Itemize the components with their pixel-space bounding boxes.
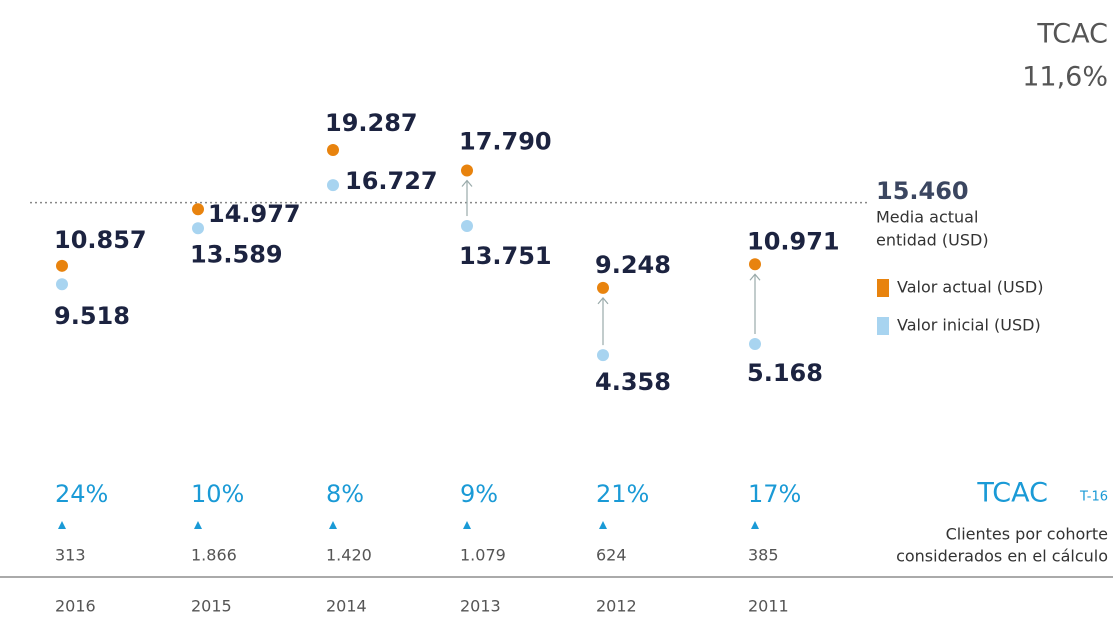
growth-label: 8% — [326, 480, 364, 508]
dot — [461, 220, 473, 233]
clients-label: 385 — [748, 546, 779, 565]
dot — [327, 143, 339, 156]
legend-swatch — [877, 317, 889, 335]
growth-label: 24% — [55, 480, 108, 508]
growth-subtitle: T-16 — [1079, 490, 1108, 505]
dot — [192, 222, 204, 235]
arrow-head — [597, 296, 609, 305]
cagr-value: 11,6% — [1022, 62, 1108, 93]
dot — [56, 278, 68, 291]
legend-label: Valor actual (USD) — [897, 278, 1043, 297]
growth-marker — [58, 521, 66, 529]
value-label: 5.168 — [747, 359, 823, 387]
dot — [749, 258, 761, 271]
dot — [597, 349, 609, 362]
dot — [749, 337, 761, 350]
legend-label: Valor inicial (USD) — [897, 316, 1041, 335]
x-tick-label: 2014 — [326, 597, 367, 616]
growth-marker — [599, 521, 607, 529]
clients-label: 1.420 — [326, 546, 372, 565]
value-label: 10.857 — [54, 226, 147, 254]
value-label: 17.790 — [459, 128, 552, 156]
x-tick-label: 2015 — [191, 597, 232, 616]
arrow-head — [749, 273, 761, 281]
x-tick-label: 2016 — [55, 597, 96, 616]
growth-marker — [463, 521, 471, 529]
x-tick-label: 2012 — [596, 597, 637, 616]
value-label: 9.248 — [595, 251, 671, 279]
dot — [461, 164, 473, 177]
growth-label: 21% — [596, 480, 649, 508]
growth-marker — [751, 521, 759, 529]
cagr-title: TCAC — [1036, 19, 1108, 50]
clients-label: 1.079 — [460, 546, 506, 565]
x-tick-label: 2011 — [748, 597, 789, 616]
value-label: 9.518 — [54, 302, 130, 330]
x-tick-label: 2013 — [460, 597, 501, 616]
value-label: 16.727 — [345, 167, 438, 195]
clients-text: Clientes por cohorte — [946, 525, 1108, 544]
dot — [327, 179, 339, 192]
value-label: 14.977 — [208, 200, 301, 228]
clients-label: 1.866 — [191, 546, 237, 565]
legend-swatch — [877, 279, 889, 297]
reference-text: Media actual — [876, 208, 978, 227]
value-label: 19.287 — [325, 109, 418, 137]
value-label: 4.358 — [595, 368, 671, 396]
clients-label: 313 — [55, 546, 86, 565]
value-label: 10.971 — [747, 227, 840, 255]
reference-text: entidad (USD) — [876, 231, 989, 250]
growth-label: 17% — [748, 480, 801, 508]
dot — [192, 203, 204, 216]
dot — [56, 259, 68, 272]
clients-text: considerados en el cálculo — [896, 547, 1108, 566]
growth-label: 9% — [460, 480, 498, 508]
clients-label: 624 — [596, 546, 627, 565]
arrow-head — [461, 179, 473, 187]
dot — [597, 281, 609, 294]
growth-marker — [329, 521, 337, 529]
value-label: 13.751 — [459, 242, 552, 270]
growth-title: TCAC — [976, 478, 1048, 509]
growth-marker — [194, 521, 202, 529]
reference-label: 15.460 — [876, 177, 969, 205]
growth-label: 10% — [191, 480, 244, 508]
value-label: 13.589 — [190, 240, 283, 268]
